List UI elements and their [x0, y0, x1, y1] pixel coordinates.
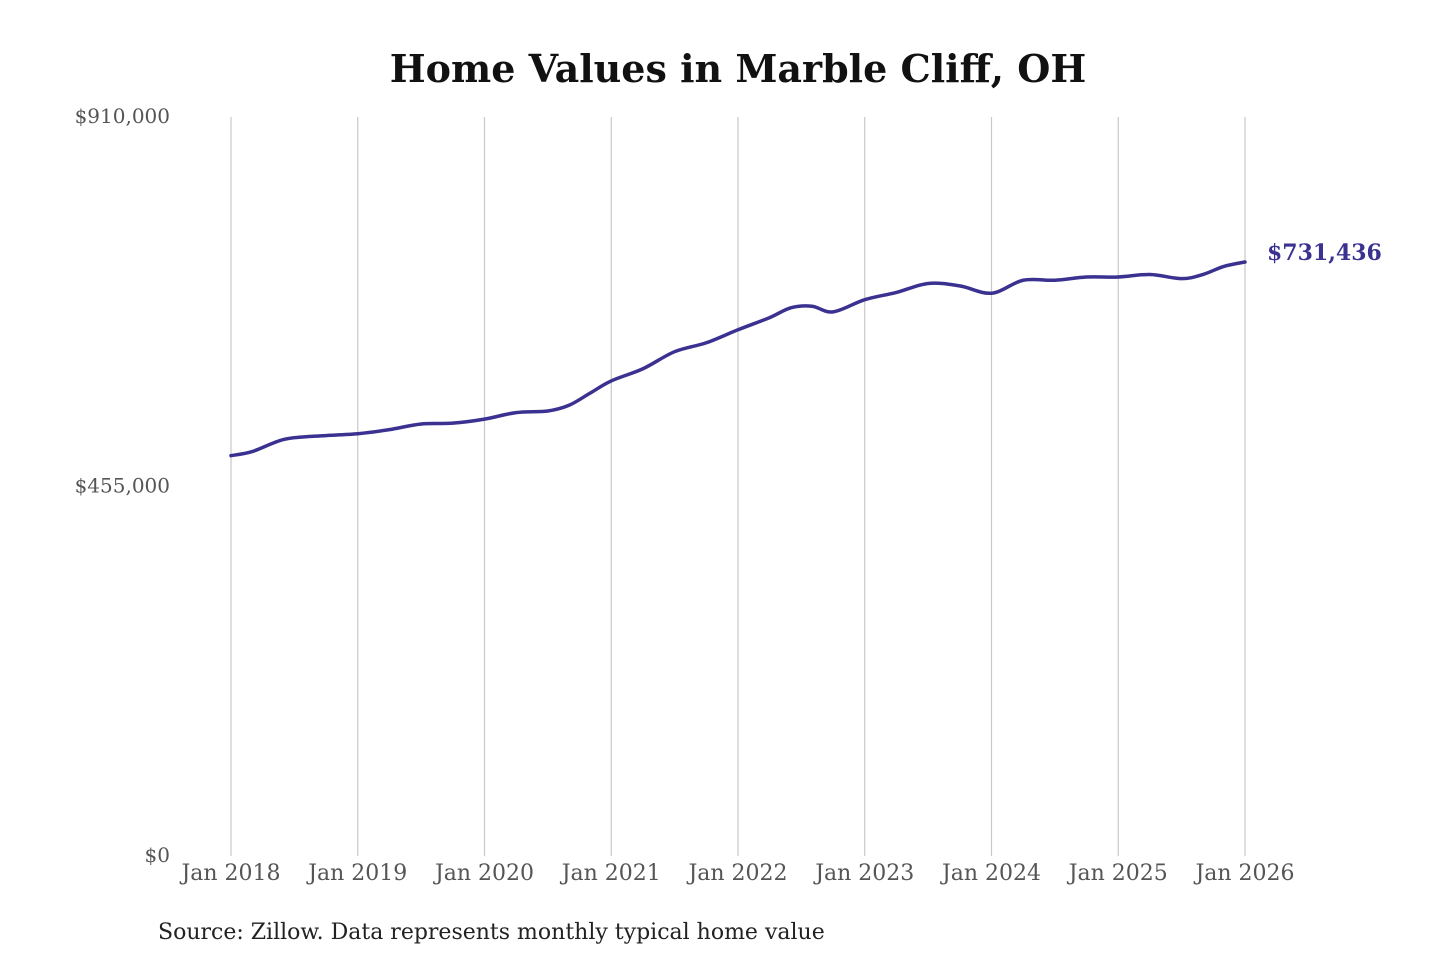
x-tick-label: Jan 2022 [686, 861, 787, 886]
series-line [229, 260, 1247, 458]
x-tick-label: Jan 2026 [1193, 861, 1294, 886]
x-tick-label: Jan 2020 [433, 861, 534, 886]
source-note: Source: Zillow. Data represents monthly … [158, 920, 825, 945]
x-axis-tick-labels: Jan 2018 Jan 2019 Jan 2020 Jan 2021 Jan 2022… [179, 861, 1294, 886]
y-tick-label: $455,000 [75, 474, 170, 498]
chart-title: Home Values in Marble Cliff, OH [390, 46, 1087, 91]
x-tick-label: Jan 2025 [1067, 861, 1168, 886]
x-tick-label: Jan 2019 [306, 861, 407, 886]
gridlines [230, 117, 1246, 856]
x-tick-label: Jan 2024 [940, 861, 1041, 886]
y-axis-tick-labels: $910,000 $455,000 $0 [75, 104, 170, 867]
series-group: $731,436 [229, 240, 1382, 458]
end-value-label: $731,436 [1267, 240, 1382, 266]
x-tick-label: Jan 2018 [179, 861, 280, 886]
x-tick-label: Jan 2023 [813, 861, 914, 886]
x-tick-label: Jan 2021 [560, 861, 661, 886]
y-tick-label: $910,000 [75, 104, 170, 128]
y-tick-label: $0 [145, 843, 170, 867]
